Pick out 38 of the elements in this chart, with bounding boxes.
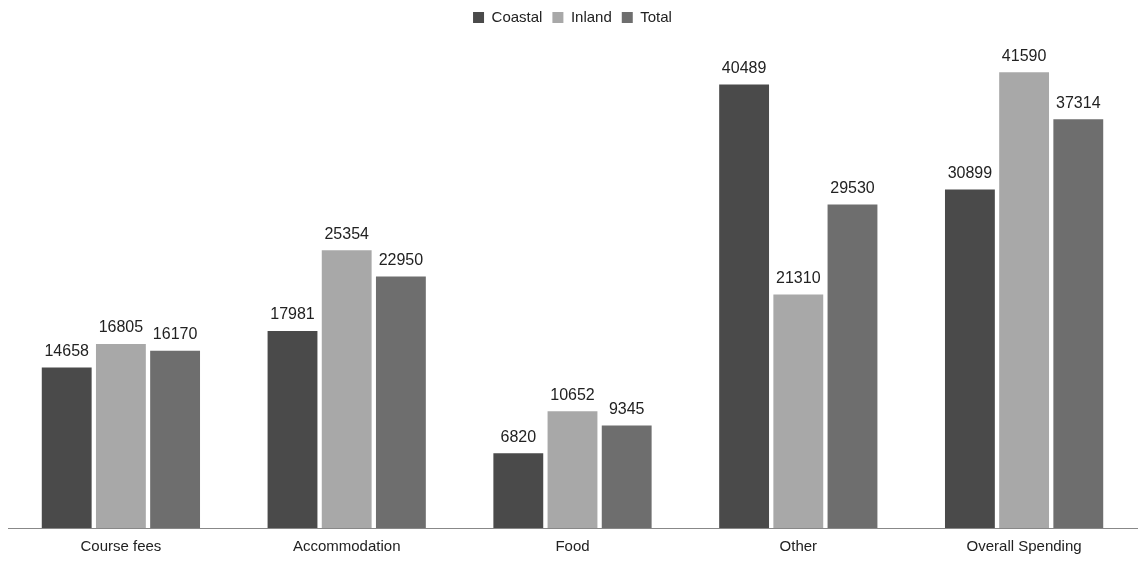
bar bbox=[944, 189, 995, 528]
x-tick-label: Other bbox=[779, 537, 818, 555]
bar bbox=[999, 72, 1050, 528]
bar bbox=[827, 204, 878, 528]
data-label: 22950 bbox=[378, 250, 424, 268]
x-tick-label: Course fees bbox=[80, 537, 162, 555]
bar bbox=[547, 411, 598, 528]
bar bbox=[150, 350, 201, 528]
bar bbox=[41, 367, 92, 528]
legend-label: Inland bbox=[570, 7, 612, 25]
x-tick-label: Food bbox=[555, 537, 590, 555]
bar bbox=[375, 276, 426, 528]
bar bbox=[601, 425, 652, 528]
data-label: 16805 bbox=[98, 318, 144, 336]
bar bbox=[773, 294, 824, 528]
bar bbox=[267, 331, 318, 528]
legend-label: Total bbox=[640, 7, 672, 25]
bar bbox=[321, 250, 372, 528]
data-label: 25354 bbox=[324, 224, 370, 242]
bar bbox=[95, 343, 146, 528]
data-label: 37314 bbox=[1056, 93, 1101, 111]
legend-label: Coastal bbox=[491, 7, 543, 25]
data-label: 29530 bbox=[830, 178, 875, 196]
x-tick-label: Accommodation bbox=[292, 537, 401, 555]
data-label: 10652 bbox=[550, 385, 595, 403]
data-label: 16170 bbox=[152, 325, 198, 343]
data-label: 17981 bbox=[270, 305, 315, 323]
data-label: 40489 bbox=[721, 58, 767, 76]
data-label: 21310 bbox=[776, 268, 821, 286]
x-tick-label: Overall Spending bbox=[966, 537, 1082, 555]
data-label: 14658 bbox=[44, 341, 90, 359]
bar bbox=[1053, 119, 1104, 528]
data-label: 6820 bbox=[500, 427, 537, 445]
data-label: 30899 bbox=[947, 163, 993, 181]
bar bbox=[493, 453, 544, 528]
bar bbox=[719, 84, 770, 528]
data-label: 9345 bbox=[608, 400, 645, 418]
data-label: 41590 bbox=[1001, 46, 1047, 64]
